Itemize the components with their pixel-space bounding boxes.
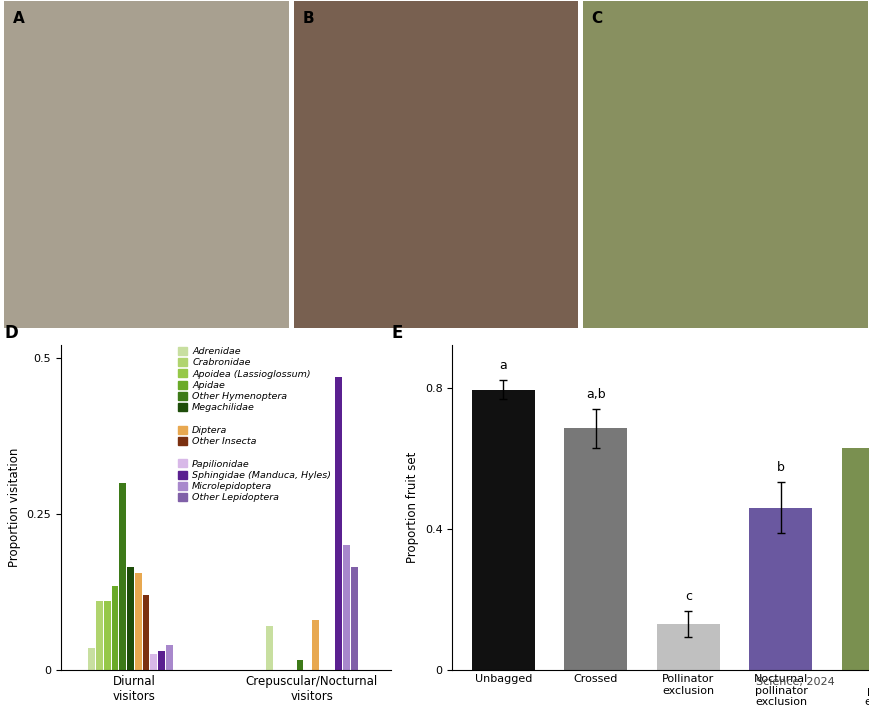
Bar (841, 448, 869, 670)
Bar (471, 389, 534, 670)
Y-axis label: Proportion fruit set: Proportion fruit set (406, 452, 419, 563)
Text: Science, 2024: Science, 2024 (755, 678, 834, 687)
Text: a: a (499, 359, 507, 372)
Bar (342, 545, 349, 670)
Bar (166, 645, 172, 670)
Y-axis label: Proportion visitation: Proportion visitation (8, 448, 21, 568)
Bar (150, 654, 157, 670)
Bar (103, 601, 110, 670)
Bar (656, 624, 719, 670)
Bar (127, 567, 134, 670)
Bar (135, 573, 142, 670)
Text: a,b: a,b (586, 388, 605, 401)
Text: D: D (4, 324, 18, 342)
Legend: Adrenidae, Crabronidae, Apoidea (Lassioglossum), Apidae, Other Hymenoptera, Mega: Adrenidae, Crabronidae, Apoidea (Lassiog… (178, 347, 331, 503)
Bar (158, 651, 165, 670)
Bar (119, 483, 126, 670)
Bar (564, 428, 627, 670)
Bar (748, 508, 812, 670)
Bar (335, 376, 342, 670)
Bar (296, 661, 303, 670)
Text: C: C (591, 11, 602, 26)
Text: b: b (776, 462, 784, 474)
Bar (89, 648, 95, 670)
Bar (96, 601, 103, 670)
Text: A: A (13, 11, 24, 26)
Text: B: B (302, 11, 314, 26)
Bar (350, 567, 357, 670)
Bar (111, 586, 118, 670)
Text: c: c (684, 590, 691, 603)
Bar (143, 595, 149, 670)
Bar (265, 626, 272, 670)
Bar (312, 620, 319, 670)
Text: E: E (391, 324, 402, 342)
